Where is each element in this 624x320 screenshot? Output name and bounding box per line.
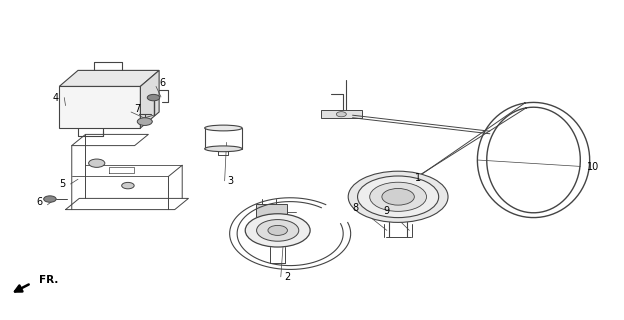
Text: 4: 4: [53, 93, 59, 103]
Polygon shape: [256, 204, 287, 217]
Circle shape: [245, 214, 310, 247]
Ellipse shape: [205, 125, 242, 131]
Circle shape: [268, 225, 288, 236]
Polygon shape: [59, 86, 140, 128]
Polygon shape: [321, 110, 362, 118]
Circle shape: [89, 159, 105, 167]
Text: 7: 7: [134, 104, 140, 114]
Text: 2: 2: [284, 272, 290, 282]
Circle shape: [44, 196, 56, 202]
Text: 6: 6: [159, 78, 165, 88]
Circle shape: [137, 118, 152, 125]
Circle shape: [147, 94, 160, 101]
Circle shape: [122, 182, 134, 189]
Text: 8: 8: [353, 203, 359, 213]
Circle shape: [369, 182, 427, 212]
Circle shape: [348, 171, 448, 222]
Circle shape: [382, 188, 414, 205]
Text: 3: 3: [228, 176, 234, 186]
Text: FR.: FR.: [39, 275, 59, 284]
Circle shape: [256, 220, 299, 241]
Polygon shape: [140, 70, 159, 128]
Text: 9: 9: [384, 206, 390, 216]
Text: 5: 5: [59, 179, 66, 189]
Text: 1: 1: [415, 173, 421, 183]
Ellipse shape: [205, 146, 242, 152]
Circle shape: [358, 176, 439, 218]
Text: 6: 6: [36, 197, 42, 207]
Text: 10: 10: [587, 162, 599, 172]
Polygon shape: [59, 70, 159, 86]
Circle shape: [336, 112, 346, 117]
